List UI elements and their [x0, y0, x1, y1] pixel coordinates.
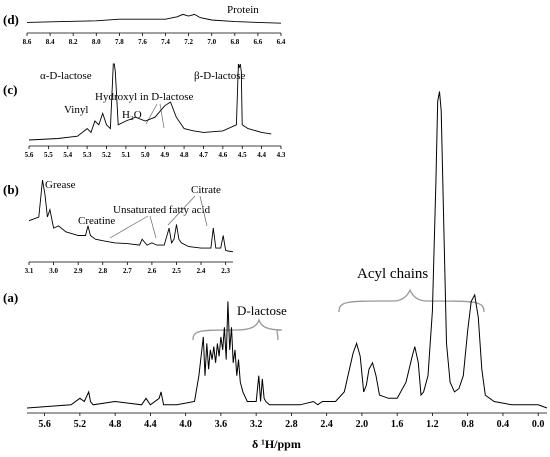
leader-unsat-2 [149, 215, 157, 239]
brace-acyl-chains [338, 288, 485, 313]
tick-label-b: 2.6 [148, 267, 157, 275]
annotation-h2o: H₂O [122, 109, 142, 121]
panel-label-b: (b) [3, 182, 19, 197]
panel-label-c: (c) [3, 82, 17, 97]
tick-label-d: 8.0 [92, 38, 101, 46]
tick-label-a: 4.4 [144, 419, 157, 430]
tick-label-c: 5.0 [141, 151, 150, 159]
leader-citrate-2 [199, 195, 208, 227]
annotation-creatine: Creatine [78, 215, 115, 227]
panel-d: (d) Protein 8.6 8.4 8.2 8.0 7.8 7.6 7.4 7.2 7.0 6… [3, 4, 286, 46]
tick-label-a: 2.4 [320, 419, 333, 430]
spectrum-b [28, 179, 234, 253]
tick-label-c: 5.6 [25, 151, 34, 159]
tick-label-b: 2.8 [98, 267, 107, 275]
axis-c: 5.6 5.5 5.4 5.3 5.2 5.1 5.0 4.9 4.8 4.7 4.6 4.5 4.4 4… [25, 145, 286, 159]
leader-unsat-1 [109, 215, 149, 239]
tick-label-c: 4.8 [180, 151, 189, 159]
tick-label-c: 4.3 [277, 151, 286, 159]
leader-citrate-1 [167, 195, 196, 226]
tick-label-d: 7.6 [138, 38, 147, 46]
tick-label-d: 8.4 [46, 38, 55, 46]
tick-label-c: 4.5 [238, 151, 247, 159]
annotation-d-lactose: D-lactose [237, 303, 287, 318]
tick-label-a: 0.0 [532, 419, 545, 430]
spectrum-c [28, 63, 272, 141]
annotation-unsaturated: Unsaturated fatty acid [113, 204, 211, 216]
tick-label-b: 2.4 [197, 267, 206, 275]
panel-a: (a) D-lactose Acyl chains 5.6 5.2 4.8 4.4 4.… [3, 91, 548, 451]
tick-label-b: 2.9 [74, 267, 83, 275]
tick-label-d: 8.2 [69, 38, 78, 46]
brace-d-lactose [192, 317, 283, 341]
axis-b: 3.1 3.0 2.9 2.8 2.7 2.6 2.5 2.4 2.3 [25, 261, 233, 275]
tick-label-b: 3.1 [25, 267, 34, 275]
panel-c: (c) α-D-lactose β-D-lactose Vinyl Hydrox… [3, 63, 286, 159]
tick-label-d: 8.6 [23, 38, 32, 46]
tick-label-c: 4.6 [218, 151, 227, 159]
tick-label-a: 3.2 [250, 419, 263, 430]
tick-label-a: 1.2 [426, 419, 439, 430]
tick-label-a: 4.8 [109, 419, 122, 430]
tick-label-d: 6.4 [277, 38, 286, 46]
annotation-vinyl: Vinyl [64, 104, 88, 116]
tick-label-d: 7.8 [115, 38, 124, 46]
tick-label-b: 2.3 [221, 267, 230, 275]
tick-label-c: 4.9 [160, 151, 169, 159]
tick-label-c: 5.5 [44, 151, 53, 159]
spectrum-a [26, 91, 548, 409]
tick-label-a: 5.6 [38, 419, 51, 430]
tick-label-a: 0.4 [497, 419, 510, 430]
x-axis-label: δ ¹H/ppm [252, 437, 301, 451]
annotation-alpha-lactose: α-D-lactose [40, 70, 92, 82]
panel-label-a: (a) [3, 290, 18, 305]
tick-label-b: 2.5 [172, 267, 181, 275]
tick-label-a: 0.8 [461, 419, 474, 430]
panel-b: (b) Grease Creatine Unsaturated fatty ac… [3, 179, 234, 275]
panel-label-d: (d) [3, 12, 19, 27]
tick-label-b: 2.7 [123, 267, 132, 275]
tick-label-a: 2.0 [356, 419, 369, 430]
tick-label-c: 5.2 [102, 151, 111, 159]
leader-hydroxyl [145, 103, 158, 125]
tick-label-c: 5.3 [83, 151, 92, 159]
axis-a: 5.6 5.2 4.8 4.4 4.0 3.6 3.2 2.8 2.4 2.0 1.6 1.2 0.8 0… [27, 412, 547, 430]
leader-hydroxyl-2 [159, 103, 165, 129]
spectrum-d [26, 13, 282, 24]
tick-label-a: 1.6 [391, 419, 404, 430]
tick-label-c: 5.4 [63, 151, 72, 159]
tick-label-d: 7.4 [161, 38, 170, 46]
annotation-citrate: Citrate [191, 184, 221, 196]
tick-label-b: 3.0 [49, 267, 58, 275]
tick-label-d: 7.2 [184, 38, 193, 46]
tick-label-c: 5.1 [122, 151, 131, 159]
tick-label-a: 2.8 [285, 419, 298, 430]
axis-d: 8.6 8.4 8.2 8.0 7.8 7.6 7.4 7.2 7.0 6.8 6.6 6.4 [23, 32, 286, 46]
tick-label-a: 3.6 [215, 419, 228, 430]
annotation-acyl-chains: Acyl chains [357, 266, 428, 282]
tick-label-d: 7.0 [207, 38, 216, 46]
tick-label-d: 6.6 [254, 38, 263, 46]
tick-label-a: 4.0 [179, 419, 192, 430]
annotation-beta-lactose: β-D-lactose [194, 70, 246, 82]
annotation-grease: Grease [45, 179, 76, 191]
tick-label-c: 4.4 [257, 151, 266, 159]
tick-label-a: 5.2 [74, 419, 87, 430]
annotation-hydroxyl: Hydroxyl in D-lactose [95, 91, 193, 103]
tick-label-d: 6.8 [230, 38, 239, 46]
tick-label-c: 4.7 [199, 151, 208, 159]
annotation-protein: Protein [227, 4, 259, 16]
